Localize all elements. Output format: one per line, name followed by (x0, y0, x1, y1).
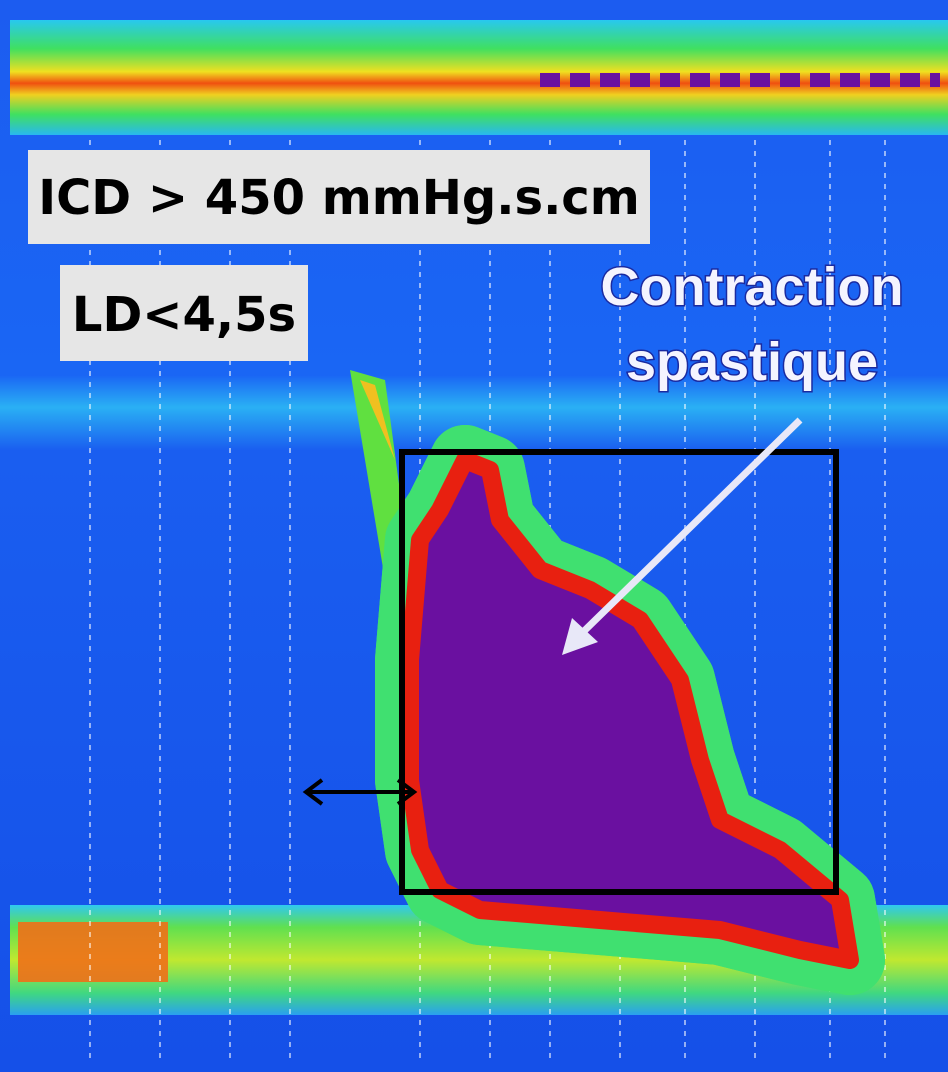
icd-label: ICD > 450 mmHg.s.cm (38, 170, 640, 226)
manometry-figure: ICD > 450 mmHg.s.cm LD<4,5s Contraction … (0, 0, 948, 1072)
ld-label: LD<4,5s (72, 287, 296, 343)
top-band (10, 20, 948, 135)
annotation-line: Contraction (601, 257, 904, 317)
annotation-line: spastique (626, 332, 878, 392)
bottom-hot (18, 922, 168, 982)
